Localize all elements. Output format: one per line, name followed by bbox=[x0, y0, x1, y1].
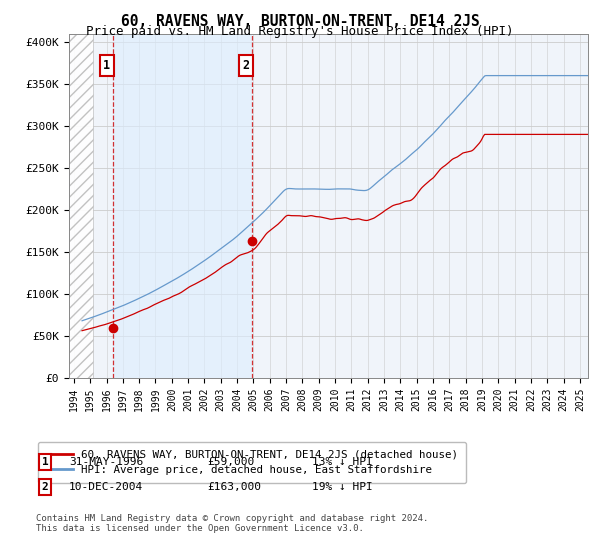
Text: 60, RAVENS WAY, BURTON-ON-TRENT, DE14 2JS: 60, RAVENS WAY, BURTON-ON-TRENT, DE14 2J… bbox=[121, 14, 479, 29]
Text: 31-MAY-1996: 31-MAY-1996 bbox=[69, 457, 143, 467]
Bar bbox=[113, 34, 253, 378]
Text: £59,000: £59,000 bbox=[207, 457, 254, 467]
Legend: 60, RAVENS WAY, BURTON-ON-TRENT, DE14 2JS (detached house), HPI: Average price, : 60, RAVENS WAY, BURTON-ON-TRENT, DE14 2J… bbox=[38, 442, 466, 483]
Text: Price paid vs. HM Land Registry's House Price Index (HPI): Price paid vs. HM Land Registry's House … bbox=[86, 25, 514, 38]
Text: 1: 1 bbox=[103, 59, 110, 72]
Text: 2: 2 bbox=[41, 482, 49, 492]
Text: Contains HM Land Registry data © Crown copyright and database right 2024.
This d: Contains HM Land Registry data © Crown c… bbox=[36, 514, 428, 534]
Text: 13% ↓ HPI: 13% ↓ HPI bbox=[312, 457, 373, 467]
Text: 19% ↓ HPI: 19% ↓ HPI bbox=[312, 482, 373, 492]
Text: 1: 1 bbox=[41, 457, 49, 467]
Text: 2: 2 bbox=[242, 59, 250, 72]
Text: £163,000: £163,000 bbox=[207, 482, 261, 492]
Text: 10-DEC-2004: 10-DEC-2004 bbox=[69, 482, 143, 492]
Bar bbox=[69, 34, 94, 378]
